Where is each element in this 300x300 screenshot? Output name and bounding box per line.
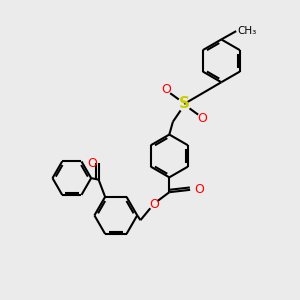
Text: O: O: [198, 112, 208, 125]
Text: O: O: [88, 157, 98, 170]
Text: CH₃: CH₃: [238, 26, 257, 36]
Text: O: O: [161, 83, 171, 96]
Text: S: S: [179, 96, 190, 111]
Text: O: O: [194, 183, 204, 196]
Text: O: O: [149, 198, 159, 211]
